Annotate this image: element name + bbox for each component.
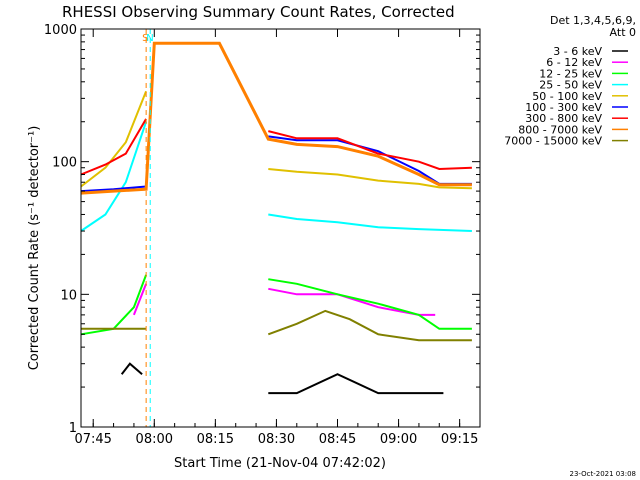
legend-label-7000-15000-kev: 7000 - 15000 keV bbox=[504, 135, 602, 148]
series-layer bbox=[80, 41, 472, 395]
plot-frame bbox=[80, 28, 481, 428]
x-tick-label-08-00: 08:00 bbox=[136, 432, 173, 447]
y-tick-label-1000: 1000 bbox=[44, 23, 77, 38]
series-line-800-7000-kev-0 bbox=[80, 41, 472, 195]
legend-label-100-300-kev: 100 - 300 keV bbox=[525, 101, 602, 114]
series-line-12-25-kev-0 bbox=[80, 274, 148, 336]
x-tick-label-08-45: 08:45 bbox=[319, 432, 356, 447]
series-line-6-12-kev-0 bbox=[132, 283, 148, 316]
legend-label-800-7000-kev: 800 - 7000 keV bbox=[518, 123, 602, 136]
x-tick-label-09-00: 09:00 bbox=[380, 432, 417, 447]
series-line-12-25-kev-1 bbox=[268, 278, 472, 330]
series-line-3-6-kev-1 bbox=[268, 373, 444, 395]
series-line-50-100-kev-1 bbox=[268, 168, 472, 190]
marker-label-s: S bbox=[142, 33, 148, 44]
series-line-3-6-kev-0 bbox=[120, 362, 143, 375]
legend-label-6-12-kev: 6 - 12 keV bbox=[546, 56, 602, 69]
series-line-7000-15000-kev-1 bbox=[267, 309, 472, 342]
footer-timestamp: 23-Oct-2021 03:08 bbox=[570, 470, 636, 478]
x-tick-label-08-30: 08:30 bbox=[258, 432, 295, 447]
x-tick-label-07-45: 07:45 bbox=[74, 432, 111, 447]
y-tick-label-10: 10 bbox=[60, 288, 77, 303]
series-line-25-50-kev-0 bbox=[80, 121, 148, 232]
series-line-6-12-kev-1 bbox=[268, 287, 436, 316]
y-tick-label-100: 100 bbox=[52, 156, 77, 171]
legend-label-12-25-kev: 12 - 25 keV bbox=[539, 67, 602, 80]
marker-layer: SN bbox=[142, 29, 154, 427]
legend-label-25-50-kev: 25 - 50 keV bbox=[539, 79, 602, 92]
series-line-50-100-kev-0 bbox=[80, 90, 148, 188]
chart-title: RHESSI Observing Summary Count Rates, Co… bbox=[62, 3, 455, 21]
series-line-300-800-kev-1 bbox=[268, 130, 472, 171]
series-line-100-300-kev-0 bbox=[80, 185, 147, 193]
series-line-300-800-kev-0 bbox=[80, 118, 147, 176]
y-axis-label: Corrected Count Rate (s⁻¹ detector⁻¹) bbox=[27, 126, 42, 371]
legend-label-3-6-kev: 3 - 6 keV bbox=[553, 45, 602, 58]
legend-label-300-800-kev: 300 - 800 keV bbox=[525, 112, 602, 125]
legend-header-detectors: Det 1,3,4,5,6,9, bbox=[550, 14, 636, 27]
y-tick-label-1: 1 bbox=[69, 421, 77, 436]
tick-layer: 07:45 08:00 08:15 08:30 08:45 09:00 09:15 1 10 10… bbox=[44, 23, 481, 447]
x-tick-label-08-15: 08:15 bbox=[197, 432, 234, 447]
legend-label-50-100-kev: 50 - 100 keV bbox=[532, 90, 602, 103]
marker-label-n: N bbox=[146, 33, 153, 44]
x-axis-label: Start Time (21-Nov-04 07:42:02) bbox=[174, 456, 386, 471]
legend-header-attenuator: Att 0 bbox=[610, 26, 636, 39]
series-line-25-50-kev-1 bbox=[268, 213, 472, 232]
x-tick-label-09-15: 09:15 bbox=[441, 432, 478, 447]
